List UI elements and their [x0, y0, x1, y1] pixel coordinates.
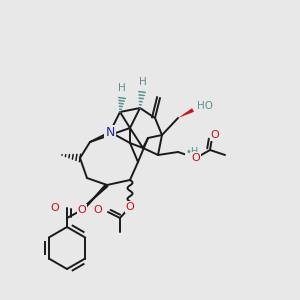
Text: N: N: [105, 125, 115, 139]
Text: O: O: [192, 153, 200, 163]
Text: •H: •H: [185, 147, 199, 157]
Text: H: H: [118, 83, 126, 93]
Text: O: O: [78, 205, 86, 215]
Polygon shape: [82, 183, 109, 210]
Text: HO: HO: [197, 101, 213, 111]
Text: O: O: [211, 130, 219, 140]
Text: O: O: [126, 202, 134, 212]
Polygon shape: [81, 185, 107, 212]
Text: H: H: [139, 77, 147, 87]
Text: O: O: [94, 205, 102, 215]
Text: O: O: [51, 203, 59, 213]
Polygon shape: [178, 108, 194, 118]
